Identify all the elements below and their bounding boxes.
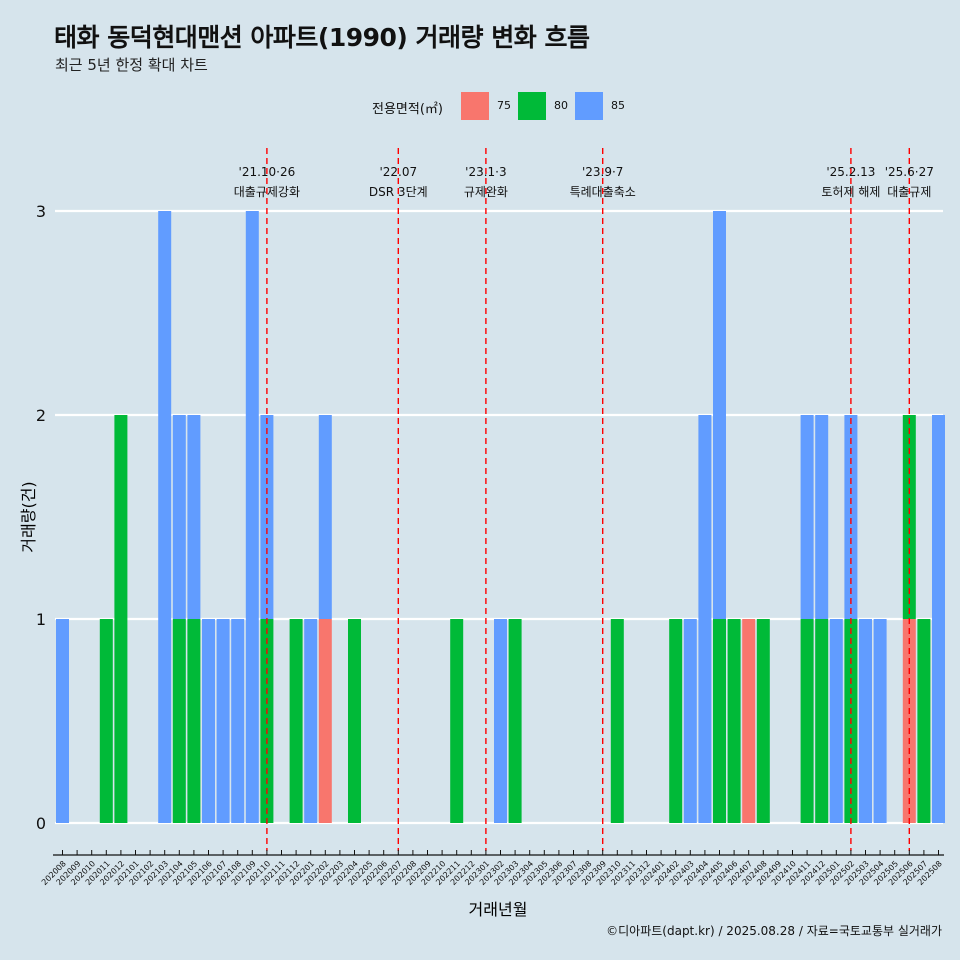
event-date-label: '23.1·3 [465, 165, 506, 179]
legend-label-80: 80 [554, 99, 568, 112]
bar-segment [669, 619, 683, 823]
y-tick-label: 1 [36, 610, 46, 629]
event-date-label: '25.6·27 [885, 165, 934, 179]
bar-segment [844, 415, 858, 619]
bar-segment [289, 619, 303, 823]
legend: 전용면적(㎡) 75 80 85 [0, 92, 960, 122]
bar-segment [318, 619, 332, 823]
bar-segment [713, 619, 726, 823]
event-date-label: '23.9·7 [582, 165, 623, 179]
bar-segment [698, 415, 712, 823]
event-date-label: '21.10·26 [239, 165, 296, 179]
bar-segment [172, 619, 186, 823]
bar-segment [683, 619, 697, 823]
bar-segment [172, 415, 186, 619]
bar-segment [187, 619, 201, 823]
event-date-label: '25.2.13 [826, 165, 875, 179]
bar-segment [231, 619, 245, 823]
event-label: 토허제 해제 [821, 185, 880, 199]
bar-segment [902, 415, 916, 619]
event-label: 규제완화 [464, 185, 508, 199]
bar-segment [917, 619, 931, 823]
bar-segment [114, 415, 128, 823]
bar-segment [727, 619, 741, 823]
event-label: 특례대출축소 [570, 185, 636, 199]
event-label: 대출규제 [887, 185, 931, 199]
x-axis: 2020082020092020102020112020122021012021… [40, 850, 944, 887]
bar-segment [202, 619, 215, 823]
bar-segment [815, 415, 829, 619]
y-axis-label: 거래량(건) [19, 481, 38, 552]
bar-segment [815, 619, 829, 823]
legend-swatch-80 [518, 92, 546, 120]
bar-segment [56, 619, 69, 823]
y-tick-label: 2 [36, 406, 46, 425]
bar-segment [829, 619, 843, 823]
bars [56, 211, 945, 823]
legend-swatch-75 [461, 92, 489, 120]
bar-segment [318, 415, 332, 619]
event-label: 대출규제강화 [234, 185, 300, 199]
chart-subtitle: 최근 5년 한정 확대 차트 [55, 56, 208, 74]
bar-segment [756, 619, 770, 823]
event-label: DSR 3단계 [369, 185, 428, 199]
bar-segment [800, 619, 814, 823]
legend-label-85: 85 [611, 99, 625, 112]
bar-segment [508, 619, 522, 823]
bar-segment [800, 415, 814, 619]
bar-segment [245, 211, 259, 823]
bar-segment [216, 619, 230, 823]
caption: ©디아파트(dapt.kr) / 2025.08.28 / 자료=국토교통부 실… [606, 924, 942, 938]
bar-segment [158, 211, 172, 823]
bar-segment [932, 415, 945, 823]
legend-label-75: 75 [497, 99, 511, 112]
y-tick-label: 0 [36, 814, 46, 833]
event-markers: '21.10·26 대출규제강화 '22.07 DSR 3단계 '23.1·3 규제완화 '… [234, 148, 934, 851]
bar-segment [859, 619, 872, 823]
legend-swatch-85 [575, 92, 603, 120]
bar-segment [450, 619, 464, 823]
legend-title: 전용면적(㎡) [372, 102, 443, 117]
bar-segment [348, 619, 361, 823]
bar-segment [304, 619, 318, 823]
x-axis-label: 거래년월 [469, 900, 528, 919]
bar-segment [610, 619, 624, 823]
bar-segment [713, 211, 726, 619]
chart-title: 태화 동덕현대맨션 아파트(1990) 거래량 변화 흐름 [54, 23, 590, 52]
bar-segment [494, 619, 507, 823]
bar-segment [99, 619, 113, 823]
bar-segment [260, 415, 274, 619]
y-tick-label: 3 [36, 202, 46, 221]
bar-segment [873, 619, 887, 823]
bar-segment [187, 415, 201, 619]
y-axis: 0 1 2 3 [36, 202, 46, 833]
bar-segment [742, 619, 756, 823]
event-date-label: '22.07 [379, 165, 417, 179]
